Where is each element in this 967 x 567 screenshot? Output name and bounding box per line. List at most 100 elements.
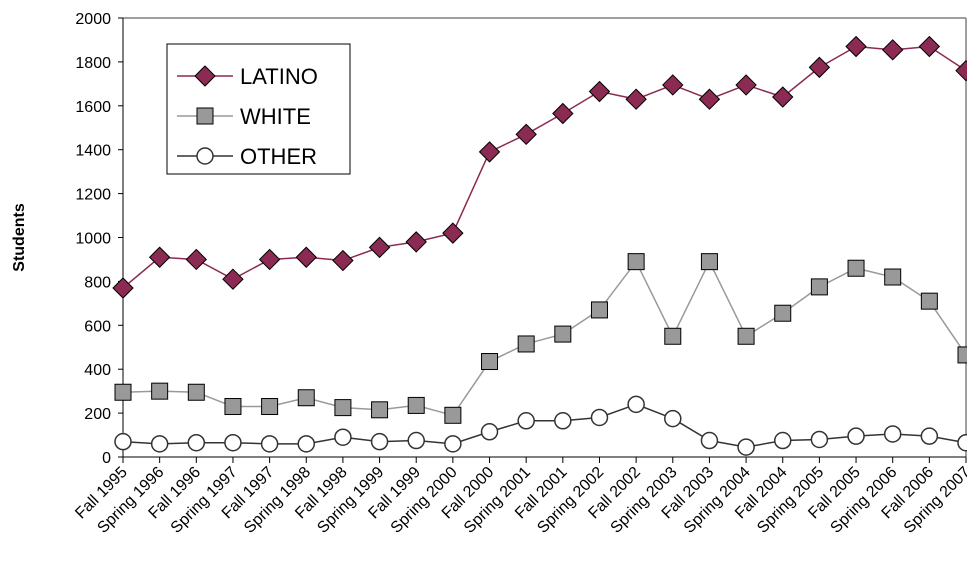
legend-item-latino: LATINO	[177, 64, 318, 89]
y-tick-label: 800	[84, 274, 111, 291]
data-point-latino	[332, 249, 354, 272]
data-point-white	[737, 327, 755, 345]
legend-label-white: WHITE	[240, 104, 311, 129]
legend: LATINO WHITE OTHER	[166, 43, 351, 175]
y-tick-label: 1000	[75, 231, 111, 248]
data-point-white	[371, 401, 389, 419]
data-point-other	[664, 409, 682, 428]
data-point-latino	[442, 222, 464, 244]
series-layer	[112, 35, 967, 456]
y-tick-label: 1200	[75, 187, 111, 204]
data-point-latino	[881, 39, 904, 61]
data-point-other	[297, 435, 316, 453]
data-point-white	[920, 292, 938, 310]
data-point-other	[260, 435, 279, 453]
series-other	[114, 395, 967, 456]
data-point-other	[773, 431, 792, 450]
data-point-latino	[625, 88, 647, 110]
data-point-latino	[808, 56, 831, 79]
data-point-latino	[222, 268, 244, 290]
data-point-other	[957, 433, 967, 452]
data-point-other	[444, 435, 462, 453]
data-point-white	[481, 353, 499, 371]
data-point-latino	[662, 74, 684, 96]
y-tick-label: 1800	[75, 55, 111, 72]
data-point-white	[114, 383, 132, 401]
legend-marker-white	[196, 107, 214, 125]
plot-frame	[123, 17, 967, 457]
data-point-latino	[112, 277, 134, 299]
data-point-white	[627, 253, 645, 271]
series-line-other	[122, 403, 967, 448]
data-point-other	[150, 435, 169, 453]
legend-marker-latino	[194, 65, 216, 87]
data-point-other	[334, 428, 352, 446]
data-point-white	[224, 398, 242, 416]
data-point-latino	[185, 248, 208, 271]
y-tick-label: 1600	[75, 99, 111, 116]
data-point-latino	[955, 59, 967, 82]
series-white	[114, 253, 967, 424]
data-point-latino	[478, 141, 501, 163]
legend-item-other: OTHER	[177, 144, 317, 169]
data-point-latino	[368, 236, 391, 259]
data-point-other	[114, 432, 132, 451]
data-point-other	[480, 423, 499, 441]
data-point-latino	[405, 231, 427, 253]
data-point-white	[187, 383, 205, 401]
legend-label-latino: LATINO	[240, 64, 318, 89]
legend-label-other: OTHER	[240, 144, 317, 169]
data-point-other	[407, 431, 425, 450]
y-tick-label: 600	[84, 318, 111, 335]
data-point-white	[810, 278, 828, 296]
data-point-other	[737, 438, 755, 456]
data-point-white	[407, 396, 425, 414]
data-point-white	[261, 398, 279, 416]
y-tick-label: 1400	[75, 143, 111, 160]
data-point-other	[883, 425, 902, 443]
data-point-latino	[735, 74, 757, 96]
data-point-other	[920, 427, 939, 445]
data-point-latino	[845, 35, 867, 58]
data-point-other	[627, 395, 645, 414]
data-point-latino	[918, 35, 941, 58]
y-axis: 0 200 400 600 800 1000 1200 1400 1600 1800 2000	[75, 11, 124, 467]
data-point-white	[444, 406, 462, 424]
y-tick-label: 400	[84, 362, 111, 379]
data-point-white	[334, 399, 352, 417]
data-point-other	[554, 412, 572, 430]
y-axis-label: Students	[11, 203, 28, 272]
data-point-white	[554, 325, 572, 343]
data-point-other	[224, 433, 242, 452]
data-point-white	[590, 301, 608, 319]
data-point-white	[664, 327, 682, 345]
data-point-latino	[698, 88, 721, 110]
data-point-other	[590, 408, 609, 427]
data-point-latino	[772, 86, 794, 108]
y-tick-label: 2000	[75, 11, 111, 28]
data-point-other	[847, 427, 865, 445]
series-line-white	[122, 259, 967, 417]
y-tick-label: 200	[84, 406, 111, 423]
data-point-latino	[258, 248, 281, 271]
data-point-other	[810, 430, 829, 449]
data-point-white	[847, 259, 865, 277]
data-point-white	[151, 382, 169, 400]
data-point-white	[774, 304, 792, 322]
data-point-latino	[552, 102, 574, 125]
legend-marker-other	[196, 147, 214, 165]
data-point-latino	[148, 246, 171, 268]
data-point-white	[957, 346, 967, 364]
y-tick-label: 0	[102, 450, 111, 467]
data-point-white	[884, 268, 902, 286]
data-point-white	[297, 389, 315, 407]
data-point-other	[700, 431, 719, 450]
data-point-other	[517, 412, 535, 430]
series-latino	[112, 35, 967, 299]
data-point-latino	[588, 80, 611, 103]
legend-item-white: WHITE	[177, 104, 311, 129]
data-point-other	[187, 433, 206, 452]
data-point-latino	[295, 246, 317, 268]
